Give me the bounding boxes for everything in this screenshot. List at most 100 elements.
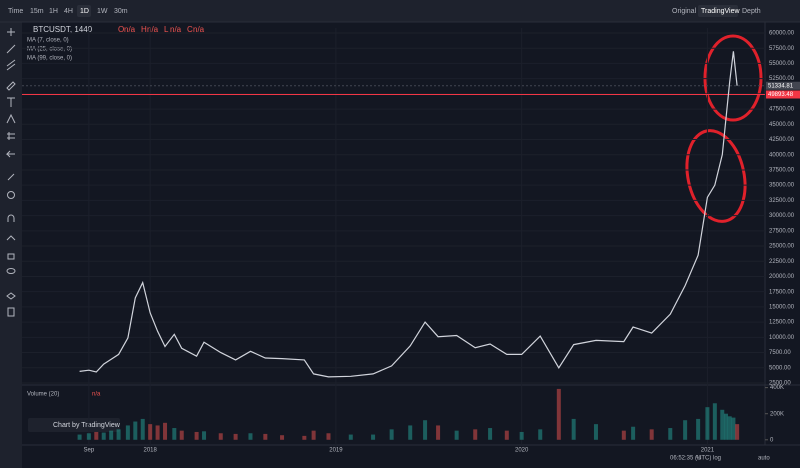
volume-bar (116, 429, 121, 440)
volume-bar (389, 429, 394, 440)
interval-button[interactable]: 30m (114, 8, 128, 15)
scale-option[interactable]: log (713, 456, 721, 462)
layers-tool[interactable] (6, 292, 16, 300)
ohlc-key: O (118, 25, 124, 34)
y-tick-label: 17500.00 (769, 289, 795, 295)
top-toolbar (0, 0, 800, 22)
ohlc-value: n/a (124, 25, 136, 34)
y-tick-label: 27500.00 (769, 228, 795, 234)
scale-option[interactable]: % (696, 456, 702, 462)
volume-bar (593, 424, 598, 440)
volume-bar (631, 426, 636, 440)
back-tool[interactable] (5, 150, 15, 158)
interval-button[interactable]: 1H (49, 8, 58, 15)
drawing-tools (5, 28, 16, 317)
ohlc-value: n/a (170, 25, 182, 34)
volume-bar (194, 431, 199, 440)
volume-bar (519, 431, 524, 440)
text-tool[interactable] (7, 97, 15, 107)
y-tick-label: 45000.00 (769, 122, 795, 128)
volume-bar (621, 430, 626, 440)
fib-tool[interactable] (6, 59, 16, 71)
volume-tick-label: 0 (770, 437, 774, 443)
y-tick-label: 52500.00 (769, 76, 795, 82)
volume-bar (218, 433, 223, 440)
y-tick-label: 37500.00 (769, 168, 795, 174)
view-button[interactable]: TradingView (701, 8, 740, 15)
lock-tool[interactable] (7, 253, 15, 260)
volume-bar (735, 424, 740, 440)
zoom-tool[interactable] (7, 191, 15, 199)
volume-bar (423, 420, 428, 440)
volume-bar (488, 428, 493, 440)
interval-button[interactable]: 4H (64, 8, 73, 15)
annotation-circle (703, 34, 763, 122)
left-toolbar (0, 22, 22, 468)
volume-bar (371, 434, 376, 440)
volume-title: Volume (20) (27, 392, 59, 398)
interval-button[interactable]: 1D (80, 8, 89, 15)
lock-drawing-tool[interactable] (6, 235, 16, 241)
crosshair-tool[interactable] (7, 28, 15, 36)
y-tick-label: 25000.00 (769, 244, 795, 250)
y-tick-label: 47500.00 (769, 107, 795, 113)
interval-button[interactable]: Time (8, 8, 23, 15)
x-tick-label: Sep (84, 448, 95, 454)
volume-bar (311, 430, 316, 440)
y-tick-label: 15000.00 (769, 304, 795, 310)
interval-button[interactable]: 1W (97, 8, 108, 15)
clock: 06:52:35 (UTC) (670, 456, 711, 462)
volume-bar (172, 428, 177, 440)
y-tick-label: 55000.00 (769, 61, 795, 67)
volume-bar (302, 435, 307, 440)
price-label-box (766, 90, 800, 99)
y-tick-label: 40000.00 (769, 152, 795, 158)
volume-bar (155, 425, 160, 440)
volume-bar (556, 388, 561, 440)
volume-bar (233, 433, 238, 440)
volume-bar (668, 428, 673, 440)
view-button[interactable]: Original (672, 8, 697, 15)
volume-bar (436, 425, 441, 440)
volume-bar (148, 424, 153, 440)
brush-tool[interactable] (6, 81, 16, 91)
indicator-legend: MA (99, close, 0) (27, 56, 72, 62)
visibility-tool[interactable] (6, 268, 16, 274)
interval-button[interactable]: 15m (30, 8, 44, 15)
prediction-tool[interactable] (7, 132, 15, 140)
y-tick-label: 22500.00 (769, 259, 795, 265)
volume-bar (94, 431, 99, 440)
active-view (698, 5, 738, 17)
trash-tool[interactable] (7, 307, 15, 317)
y-tick-label: 57500.00 (769, 46, 795, 52)
volume-bar (705, 407, 710, 440)
volume-bar (408, 425, 413, 440)
volume-bar (720, 409, 725, 440)
trendline-tool[interactable] (6, 44, 16, 54)
ohlc-key: L (164, 25, 169, 34)
volume-bar (101, 432, 106, 440)
volume-bar (109, 430, 114, 440)
volume-bar (571, 418, 576, 440)
y-tick-label: 20000.00 (769, 274, 795, 280)
volume-bar (538, 429, 543, 440)
watermark: Chart by TradingView (53, 422, 121, 429)
ohlc-value: n/a (193, 25, 205, 34)
volume-tick-label: 200K (770, 411, 784, 417)
indicator-legend: MA (7, close, 0) (27, 38, 69, 44)
view-button[interactable]: Depth (742, 8, 761, 15)
ruler-tool[interactable] (7, 173, 15, 181)
magnet-tool[interactable] (7, 214, 15, 222)
volume-bar (723, 413, 728, 440)
volume-bar (727, 416, 732, 440)
y-tick-label: 30000.00 (769, 213, 795, 219)
scale-option[interactable]: auto (758, 456, 770, 462)
volume-bar (86, 433, 91, 440)
y-tick-label: 12500.00 (769, 320, 795, 326)
y-tick-label: 35000.00 (769, 183, 795, 189)
volume-bar (77, 434, 82, 440)
pattern-tool[interactable] (6, 113, 16, 124)
x-tick-label: 2020 (515, 448, 529, 454)
y-tick-label: 2500.00 (769, 381, 791, 387)
ohlc-key: H (141, 25, 147, 34)
